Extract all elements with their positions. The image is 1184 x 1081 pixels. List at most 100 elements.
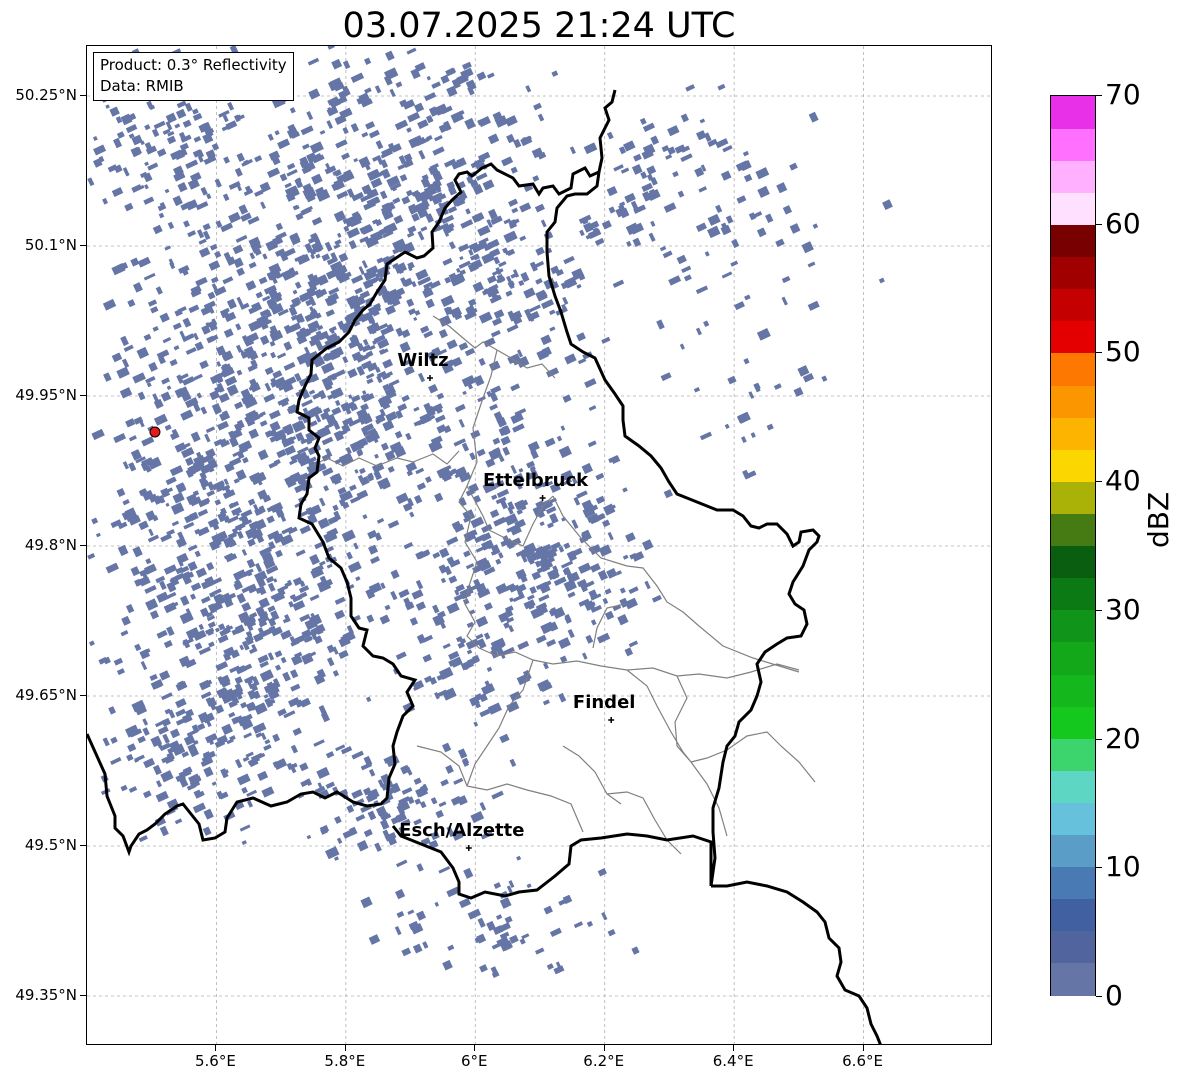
echo-pixel (436, 424, 447, 434)
echo-pixel (326, 563, 333, 569)
echo-pixel (236, 419, 245, 429)
echo-pixel (182, 376, 195, 386)
echo-pixel (504, 115, 518, 127)
echo-pixel (303, 346, 311, 356)
echo-pixel (743, 173, 753, 183)
echo-pixel (248, 261, 257, 269)
echo-pixel (683, 274, 692, 282)
echo-pixel (269, 421, 281, 432)
echo-pixel (545, 480, 554, 487)
echo-pixel (167, 131, 175, 137)
echo-pixel (144, 124, 151, 131)
echo-pixel (362, 390, 367, 395)
echo-pixel (584, 580, 595, 588)
echo-pixel (306, 195, 316, 203)
echo-pixel (458, 342, 469, 351)
echo-pixel (119, 387, 133, 399)
echo-pixel (533, 481, 544, 490)
echo-pixel (303, 471, 314, 480)
echo-pixel (535, 260, 545, 268)
echo-pixel (603, 503, 616, 516)
echo-pixel (402, 502, 413, 512)
echo-pixel (200, 306, 212, 316)
echo-pixel (529, 315, 535, 322)
echo-pixel (139, 648, 151, 660)
radar-site-marker[interactable] (149, 426, 161, 438)
echo-pixel (506, 701, 520, 713)
echo-pixel (152, 224, 163, 235)
echo-pixel (506, 885, 513, 894)
echo-pixel (703, 320, 710, 328)
echo-pixel (417, 119, 429, 130)
echo-pixel (606, 567, 618, 579)
echo-pixel (128, 514, 141, 526)
echo-pixel (393, 214, 404, 225)
echo-pixel (213, 588, 222, 595)
echo-pixel (216, 420, 230, 431)
echo-pixel (436, 689, 448, 698)
echo-pixel (374, 453, 379, 459)
echo-pixel (550, 607, 557, 614)
echo-pixel (183, 734, 196, 746)
echo-pixel (383, 75, 393, 86)
echo-pixel (781, 296, 788, 306)
echo-pixel (532, 175, 540, 182)
echo-pixel (273, 578, 278, 583)
echo-pixel (190, 593, 197, 600)
country-border-east (711, 880, 882, 1044)
echo-pixel (202, 230, 211, 241)
echo-pixel (699, 118, 706, 124)
echo-pixel (213, 285, 227, 297)
echo-pixel (449, 306, 462, 318)
echo-pixel (282, 423, 294, 434)
echo-pixel (470, 810, 485, 824)
echo-pixel (506, 133, 515, 144)
echo-pixel (224, 375, 238, 387)
echo-pixel (579, 229, 585, 237)
echo-pixel (200, 483, 207, 491)
echo-pixel (403, 153, 413, 162)
echo-pixel (446, 602, 460, 615)
echo-pixel (272, 370, 283, 379)
echo-pixel (214, 499, 222, 506)
echo-pixel (251, 643, 257, 651)
echo-pixel (695, 285, 709, 295)
echo-pixel (426, 351, 436, 362)
echo-pixel (367, 427, 379, 439)
echo-pixel (552, 565, 559, 573)
echo-pixel (392, 238, 406, 250)
echo-pixel (115, 116, 123, 124)
echo-pixel (313, 635, 323, 645)
echo-pixel (464, 347, 476, 357)
echo-pixel (308, 88, 321, 100)
echo-pixel (420, 226, 428, 232)
echo-pixel (265, 239, 279, 252)
echo-pixel (423, 402, 433, 413)
map-title: 03.07.2025 21:24 UTC (342, 6, 736, 46)
colorbar-tick-label: 0 (1105, 979, 1123, 1012)
echo-pixel (592, 515, 600, 523)
echo-pixel (102, 737, 110, 747)
echo-pixel (292, 420, 306, 433)
colorbar-tick-label: 30 (1105, 592, 1141, 626)
echo-pixel (240, 718, 254, 731)
echo-pixel (233, 257, 244, 269)
echo-pixel (422, 941, 429, 949)
echo-pixel (551, 572, 560, 580)
echo-pixel (494, 479, 505, 489)
echo-pixel (143, 790, 152, 799)
echo-pixel (474, 936, 482, 944)
echo-pixel (560, 425, 566, 431)
echo-pixel (556, 435, 563, 442)
echo-pixel (221, 674, 231, 684)
echo-pixel (541, 299, 555, 310)
radar-map[interactable] (86, 45, 992, 1045)
echo-pixel (469, 695, 480, 707)
echo-pixel (487, 72, 495, 79)
echo-pixel (232, 244, 244, 255)
echo-pixel (243, 397, 258, 409)
echo-pixel (144, 161, 149, 167)
echo-pixel (263, 694, 269, 699)
echo-pixel (229, 436, 239, 448)
echo-pixel (351, 211, 360, 219)
